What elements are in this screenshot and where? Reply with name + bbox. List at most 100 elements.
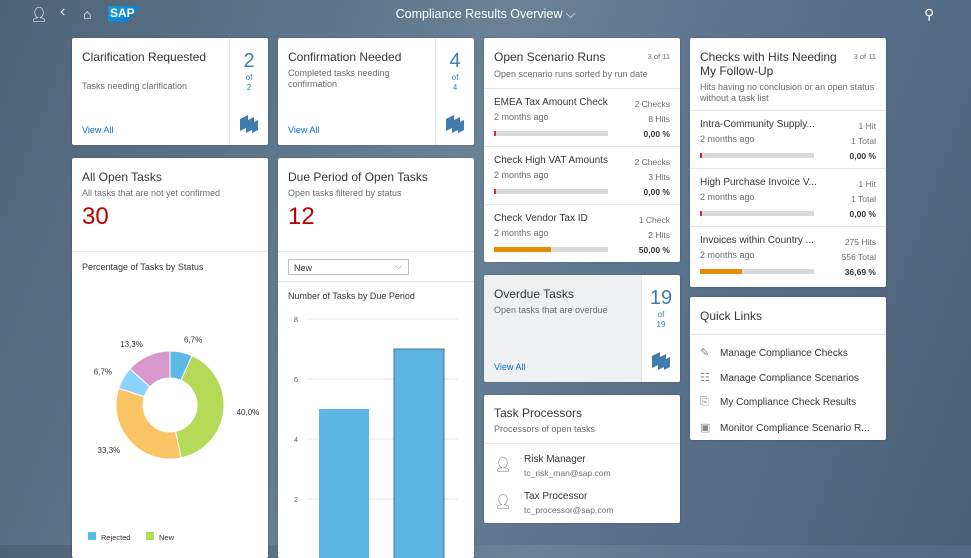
checks-follow-up-card[interactable]: Checks with Hits Needing My Follow-Up 3 …: [690, 38, 886, 287]
kpi: 4 of 4: [435, 38, 474, 145]
scenario-run-item[interactable]: EMEA Tax Amount Check 2 months ago 2 Che…: [484, 88, 680, 146]
quick-link-label: Manage Compliance Scenarios: [720, 373, 859, 384]
quick-link[interactable]: ✎ Manage Compliance Checks: [700, 346, 848, 359]
card-subtitle: Open tasks that are overdue: [494, 305, 608, 315]
kpi-value: 30: [82, 203, 109, 230]
total-count: 556 Total: [841, 252, 876, 262]
bar[interactable]: [319, 409, 369, 558]
counter: 3 of 11: [853, 52, 876, 61]
app-icon: [446, 115, 464, 133]
legend-swatch: [88, 532, 96, 540]
y-tick-label: 8: [294, 315, 298, 324]
overdue-tasks-card[interactable]: Overdue Tasks Open tasks that are overdu…: [484, 275, 680, 382]
confirmation-card[interactable]: Confirmation Needed Completed tasks need…: [278, 38, 474, 145]
kpi-value: 12: [288, 203, 315, 230]
person-email[interactable]: tc_risk_man@sap.com: [524, 468, 611, 478]
view-all-link[interactable]: View All: [494, 362, 526, 372]
legend-label[interactable]: New: [159, 533, 175, 542]
pie-slice[interactable]: [174, 355, 225, 459]
view-all-link[interactable]: View All: [82, 125, 114, 135]
person-email[interactable]: tc_processor@sap.com: [524, 505, 614, 515]
donut-chart[interactable]: 6,7% 40,0% 33,3% 6,7% 13,3% Rejected New: [72, 298, 268, 548]
y-tick-label: 4: [294, 435, 298, 444]
quick-links-card: Quick Links ✎ Manage Compliance Checks ☷ Ma…: [690, 297, 886, 440]
search-icon[interactable]: ⚲: [924, 6, 935, 22]
clarification-card[interactable]: Clarification Requested Tasks needing cl…: [72, 38, 268, 145]
pie-slice[interactable]: [115, 387, 182, 460]
follow-up-item[interactable]: High Purchase Invoice V... 2 months ago …: [690, 168, 886, 226]
item-date: 2 months ago: [700, 250, 755, 260]
slice-label: 13,3%: [120, 340, 143, 349]
user-icon[interactable]: 👤︎: [30, 6, 48, 22]
kpi: 19 of 19: [641, 275, 680, 382]
quick-link[interactable]: ▣ Monitor Compliance Scenario R...: [700, 421, 870, 434]
item-date: 2 months ago: [494, 112, 549, 122]
processor-item[interactable]: 👤︎ Risk Manager tc_risk_man@sap.com: [484, 452, 680, 486]
counter: 3 of 11: [647, 52, 670, 61]
card-title: Checks with Hits Needing My Follow-Up: [700, 50, 837, 78]
card-subtitle: Tasks needing clarification: [82, 81, 188, 91]
user-report-icon: ⎘: [700, 396, 709, 408]
due-period-card[interactable]: Due Period of Open Tasks Open tasks filt…: [278, 158, 474, 558]
card-title: Due Period of Open Tasks: [288, 170, 428, 184]
shell-header: 👤︎ ‹ ⌂ SAP Compliance Results Overview ⌵…: [0, 0, 971, 28]
card-title: Quick Links: [700, 309, 763, 323]
quick-link[interactable]: ⎘ My Compliance Check Results: [700, 396, 856, 409]
card-title: Overdue Tasks: [494, 287, 574, 301]
progress-bar: [494, 131, 608, 136]
hits-count: 2 Hits: [648, 230, 670, 240]
legend-label[interactable]: Rejected: [101, 533, 131, 542]
checks-count: 1 Check: [638, 215, 670, 225]
progress-bar: [494, 247, 608, 252]
bar[interactable]: [393, 348, 445, 558]
quick-link-label: Manage Compliance Checks: [720, 348, 848, 359]
card-subtitle: Processors of open tasks: [494, 424, 596, 434]
back-icon[interactable]: ‹: [60, 3, 66, 20]
kpi: 2 of 2: [229, 38, 268, 145]
pie-slice[interactable]: [129, 350, 171, 388]
app-icon: [652, 352, 670, 370]
home-icon[interactable]: ⌂: [83, 6, 92, 22]
total-count: 1 Total: [851, 136, 876, 146]
card-subtitle: All tasks that are not yet confirmed: [82, 188, 221, 198]
checklist-icon: ☷: [700, 372, 710, 384]
legend-swatch: [146, 532, 154, 540]
quick-link[interactable]: ☷ Manage Compliance Scenarios: [700, 371, 859, 384]
scenario-run-item[interactable]: Check High VAT Amounts 2 months ago 2 Ch…: [484, 146, 680, 204]
all-open-tasks-card[interactable]: All Open Tasks All tasks that are not ye…: [72, 158, 268, 558]
processor-item[interactable]: 👤︎ Tax Processor tc_processor@sap.com: [484, 489, 680, 523]
card-title: Clarification Requested: [82, 50, 207, 64]
view-all-link[interactable]: View All: [288, 125, 320, 135]
chevron-down-icon: ⌵: [395, 261, 402, 271]
follow-up-item[interactable]: Invoices within Country ... 2 months ago…: [690, 226, 886, 284]
hits-count: 1 Hit: [858, 121, 876, 131]
card-subtitle: Open tasks filtered by status: [288, 188, 402, 198]
y-tick-label: 2: [294, 495, 298, 504]
quick-link-label: My Compliance Check Results: [720, 397, 857, 408]
follow-up-item[interactable]: Intra-Community Supply... 2 months ago 1…: [690, 110, 886, 168]
percent: 0,00 %: [849, 209, 876, 219]
percent: 36,69 %: [844, 267, 876, 277]
card-title: All Open Tasks: [82, 170, 162, 184]
card-title: Confirmation Needed: [288, 50, 402, 64]
item-date: 2 months ago: [494, 170, 549, 180]
card-subtitle: Open scenario runs sorted by run date: [494, 69, 648, 79]
slice-label: 6,7%: [94, 367, 112, 376]
hits-count: 275 Hits: [844, 237, 876, 247]
app-title[interactable]: Compliance Results Overview ⌵: [395, 7, 576, 21]
item-title: High Purchase Invoice V...: [700, 177, 817, 188]
status-filter-select[interactable]: New ⌵: [288, 259, 409, 275]
item-date: 2 months ago: [494, 228, 549, 238]
progress-bar: [700, 211, 814, 216]
total-count: 1 Total: [851, 194, 876, 204]
bar-chart[interactable]: 2 4 6 8: [278, 308, 474, 558]
person-icon: 👤︎: [494, 456, 512, 472]
item-title: Invoices within Country ...: [700, 235, 814, 246]
scenario-run-item[interactable]: Check Vendor Tax ID 2 months ago 1 Check…: [484, 204, 680, 262]
task-processors-card[interactable]: Task Processors Processors of open tasks…: [484, 395, 680, 523]
open-scenario-runs-card[interactable]: Open Scenario Runs 3 of 11 Open scenario…: [484, 38, 680, 262]
item-title: Check High VAT Amounts: [494, 155, 608, 166]
monitor-icon: ▣: [700, 422, 711, 434]
percent: 50,00 %: [638, 245, 670, 255]
slice-label: 6,7%: [184, 335, 202, 344]
